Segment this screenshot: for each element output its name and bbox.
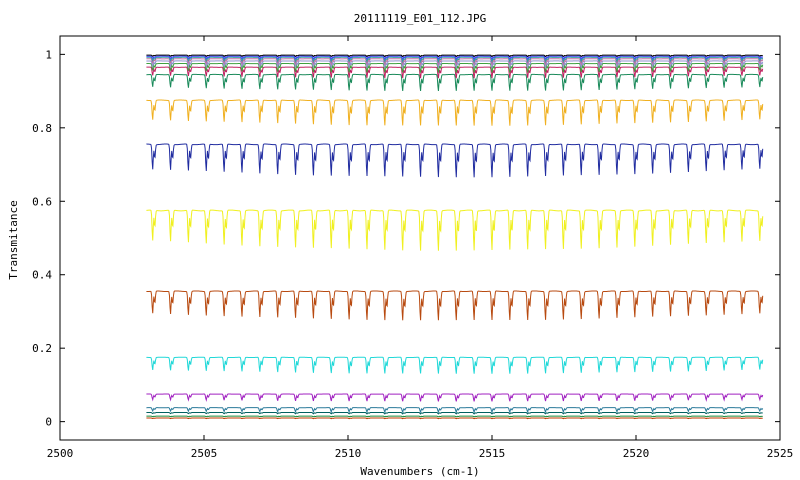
y-ticks: 0 0.2 0.4 0.6 0.8 1: [32, 48, 780, 429]
series-line: [146, 58, 764, 67]
x-tick-label: 2520: [623, 447, 650, 460]
series-layer: [146, 54, 764, 420]
x-tick-label: 2505: [191, 447, 218, 460]
x-tick-label: 2525: [767, 447, 794, 460]
series-line: [146, 209, 764, 251]
series-line: [146, 407, 764, 414]
y-tick-label: 1: [45, 48, 52, 61]
series-line: [146, 56, 764, 64]
x-tick-label: 2515: [479, 447, 506, 460]
y-axis-label: Transmitance: [7, 200, 20, 279]
y-tick-label: 0.4: [32, 269, 52, 282]
series-line: [146, 393, 764, 403]
y-tick-label: 0.6: [32, 195, 52, 208]
y-tick-label: 0.2: [32, 342, 52, 355]
chart-title: 20111119_E01_112.JPG: [354, 12, 486, 25]
series-line: [146, 55, 764, 61]
series-line: [146, 66, 764, 79]
series-line: [146, 415, 763, 418]
series-line: [146, 356, 764, 374]
x-tick-label: 2510: [335, 447, 362, 460]
x-tick-label: 2500: [47, 447, 74, 460]
series-line: [146, 143, 764, 178]
series-line: [146, 54, 763, 58]
series-line: [146, 62, 764, 73]
series-line: [146, 290, 764, 321]
series-line: [146, 417, 763, 420]
x-ticks: 2500 2505 2510 2515 2520 2525: [47, 36, 794, 460]
x-axis-label: Wavenumbers (cm-1): [360, 465, 479, 478]
plot-frame: [59, 35, 781, 441]
y-tick-label: 0: [45, 416, 52, 429]
series-line: [146, 73, 764, 92]
series-line: [146, 411, 763, 415]
y-tick-label: 0.8: [32, 122, 52, 135]
series-line: [146, 60, 764, 70]
series-line: [146, 99, 764, 126]
